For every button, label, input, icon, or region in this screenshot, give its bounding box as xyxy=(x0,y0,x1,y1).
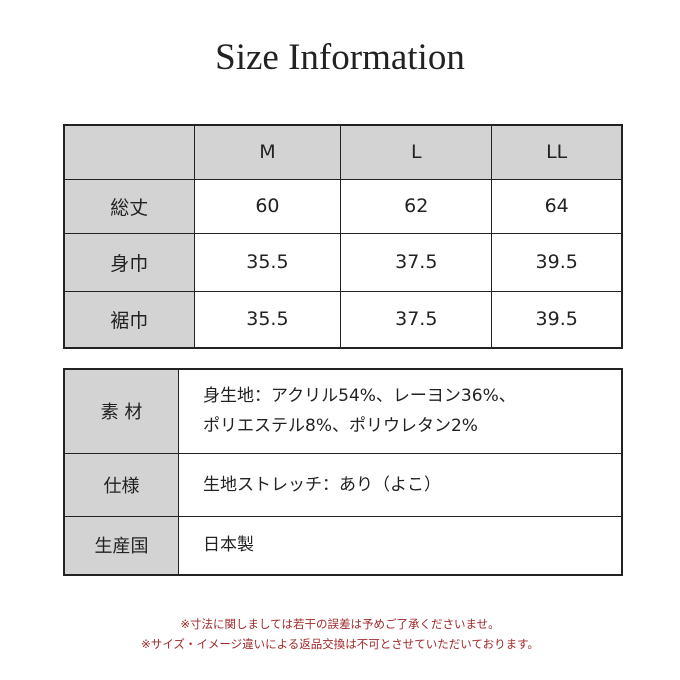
cell: 37.5 xyxy=(340,290,493,349)
spec-value: 生地ストレッチ：あり（よこ） xyxy=(178,452,623,517)
origin-value: 日本製 xyxy=(178,515,623,576)
notes: ※寸法に関しましては若干の誤差は予めご了承くださいませ。 ※サイズ・イメージ違い… xyxy=(0,614,680,654)
cell: 64 xyxy=(491,178,623,234)
material-value: 身生地：アクリル54%、レーヨン36%、 ポリエステル8%、ポリウレタン2% xyxy=(178,368,623,454)
note: ※寸法に関しましては若干の誤差は予めご了承くださいませ。 xyxy=(180,617,500,631)
table-row: 裾巾 35.5 37.5 39.5 xyxy=(63,290,623,349)
table-row: 総丈 60 62 64 xyxy=(63,178,623,234)
cell: 39.5 xyxy=(491,232,623,292)
row-label: 素 材 xyxy=(63,368,179,454)
text-line: ポリエステル8%、ポリウレタン2% xyxy=(203,416,478,437)
cell: 35.5 xyxy=(193,232,342,292)
note: ※サイズ・イメージ違いによる返品交換は不可とさせていただいております。 xyxy=(141,637,539,651)
header-size-l: L xyxy=(340,124,493,180)
table-row: 生産国 日本製 xyxy=(63,515,623,576)
header-size-ll: LL xyxy=(491,124,623,180)
page-title: Size Information xyxy=(215,37,465,78)
cell: 62 xyxy=(340,178,493,234)
size-table: M L LL 総丈 60 62 64 身巾 35.5 37.5 39.5 裾巾 … xyxy=(63,124,623,349)
cell: 35.5 xyxy=(193,290,342,349)
spec-table: 素 材 身生地：アクリル54%、レーヨン36%、 ポリエステル8%、ポリウレタン2… xyxy=(63,368,623,576)
text-line: 身生地：アクリル54%、レーヨン36%、 xyxy=(203,386,516,407)
table-row: 身巾 35.5 37.5 39.5 xyxy=(63,232,623,292)
row-label: 仕様 xyxy=(63,452,179,517)
cell: 39.5 xyxy=(491,290,623,349)
row-label: 身巾 xyxy=(63,232,195,292)
cell: 37.5 xyxy=(340,232,493,292)
row-label: 裾巾 xyxy=(63,290,195,349)
cell: 60 xyxy=(193,178,342,234)
table-row: 仕様 生地ストレッチ：あり（よこ） xyxy=(63,452,623,517)
table-row: 素 材 身生地：アクリル54%、レーヨン36%、 ポリエステル8%、ポリウレタン2… xyxy=(63,368,623,454)
table-header-row: M L LL xyxy=(63,124,623,180)
row-label: 総丈 xyxy=(63,178,195,234)
header-corner xyxy=(63,124,195,180)
header-size-m: M xyxy=(193,124,342,180)
row-label: 生産国 xyxy=(63,515,179,576)
